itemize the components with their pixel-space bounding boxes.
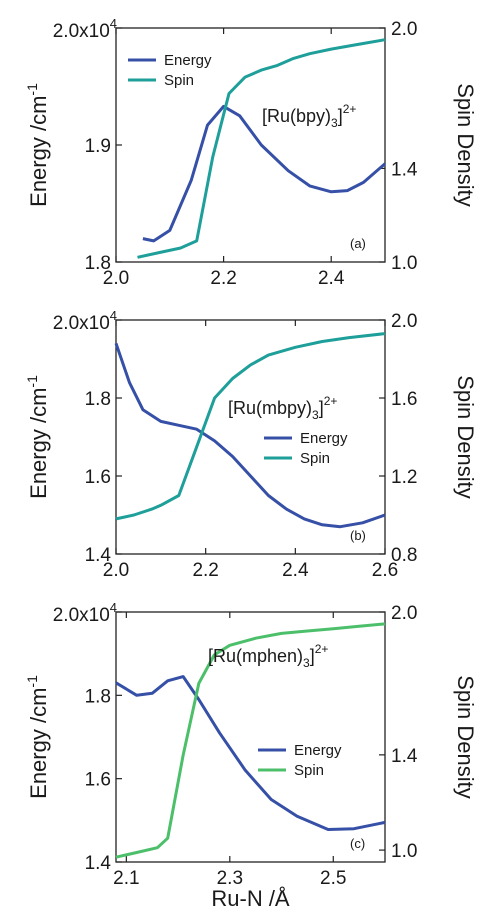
legend-label-energy: Energy	[164, 52, 212, 69]
x-tick-label: 2.4	[318, 268, 345, 289]
series-line-spin	[115, 622, 386, 859]
y-tick-label: 2.0x104	[53, 308, 117, 334]
panel-label: (b)	[350, 528, 366, 543]
y-tick-label: 1.8	[85, 686, 111, 707]
series-line-spin	[137, 38, 386, 259]
y-tick-label: 1.8	[85, 389, 111, 410]
series-line-energy	[142, 104, 386, 243]
y-tick-label: 1.6	[85, 770, 111, 791]
series-line-spin	[115, 332, 386, 521]
legend-label-spin: Spin	[300, 450, 330, 467]
y-tick-label: 1.4	[85, 853, 112, 874]
y-tick-label: 1.8	[85, 253, 111, 274]
chart-panel-1: 2.0 2.2 2.4 1.8 1.9 2.0x104 1.0 1.4 2.0 Energy /c…	[24, 16, 478, 289]
x-tick-label: 2.0	[103, 268, 129, 289]
series-line-energy	[115, 675, 386, 831]
y2-axis-label: Spin Density	[453, 83, 478, 207]
y-tick-label: 2.0x104	[53, 600, 117, 626]
y2-tick-label: 2.0	[391, 19, 417, 40]
x-tick-label: 2.1	[113, 868, 139, 889]
compound-label: [Ru(mphen)3]2+	[208, 642, 328, 670]
y-tick-label: 1.9	[85, 136, 111, 157]
y2-tick-label: 2.0	[391, 311, 417, 332]
compound-label: [Ru(bpy)3]2+	[262, 102, 356, 130]
y2-axis-label: Spin Density	[453, 675, 478, 799]
y-tick-label: 2.0x104	[53, 16, 117, 42]
y2-tick-label: 0.8	[391, 545, 417, 566]
x-tick-label: 2.0	[103, 560, 129, 581]
legend-label-energy: Energy	[294, 742, 342, 759]
compound-label: [Ru(mbpy)3]2+	[228, 394, 337, 422]
x-axis-label: Ru-N /Å	[211, 886, 290, 911]
chart-panel-2: 2.0 2.2 2.4 2.6 1.4 1.6 1.8 2.0x104 0.8 1.2 1.6 2.0…	[24, 308, 478, 581]
x-tick-label: 2.3	[217, 868, 243, 889]
plot-frame	[115, 27, 386, 263]
y2-axis-label: Spin Density	[453, 375, 478, 499]
x-tick-label: 2.4	[282, 560, 309, 581]
plot-frame	[115, 611, 386, 863]
x-tick-label: 2.6	[372, 560, 398, 581]
y2-tick-label: 1.4	[391, 159, 418, 180]
y-tick-label: 1.6	[85, 467, 111, 488]
legend-label-energy: Energy	[300, 430, 348, 447]
y2-tick-label: 1.2	[391, 467, 417, 488]
y2-tick-label: 1.4	[391, 746, 418, 767]
x-tick-label: 2.2	[210, 268, 236, 289]
legend-label-spin: Spin	[164, 72, 194, 89]
y2-tick-label: 1.0	[391, 253, 417, 274]
x-tick-label: 2.2	[192, 560, 218, 581]
panel-label: (a)	[350, 236, 366, 251]
y-tick-label: 1.4	[85, 545, 112, 566]
legend-label-spin: Spin	[294, 762, 324, 779]
chart-panel-3: 2.1 2.3 2.5 1.4 1.6 1.8 2.0x104 1.0 1.4 2.0 Energy…	[24, 600, 478, 911]
y2-tick-label: 2.0	[391, 603, 417, 624]
y-axis-label: Energy /cm-1	[24, 375, 51, 499]
y2-tick-label: 1.0	[391, 841, 417, 862]
y-axis-label: Energy /cm-1	[24, 83, 51, 207]
x-tick-label: 2.5	[320, 868, 346, 889]
y-axis-label: Energy /cm-1	[24, 675, 51, 799]
series-line-energy	[114, 342, 386, 529]
y2-tick-label: 1.6	[391, 389, 417, 410]
panel-label: (c)	[350, 836, 365, 851]
plot-frame	[115, 319, 386, 555]
